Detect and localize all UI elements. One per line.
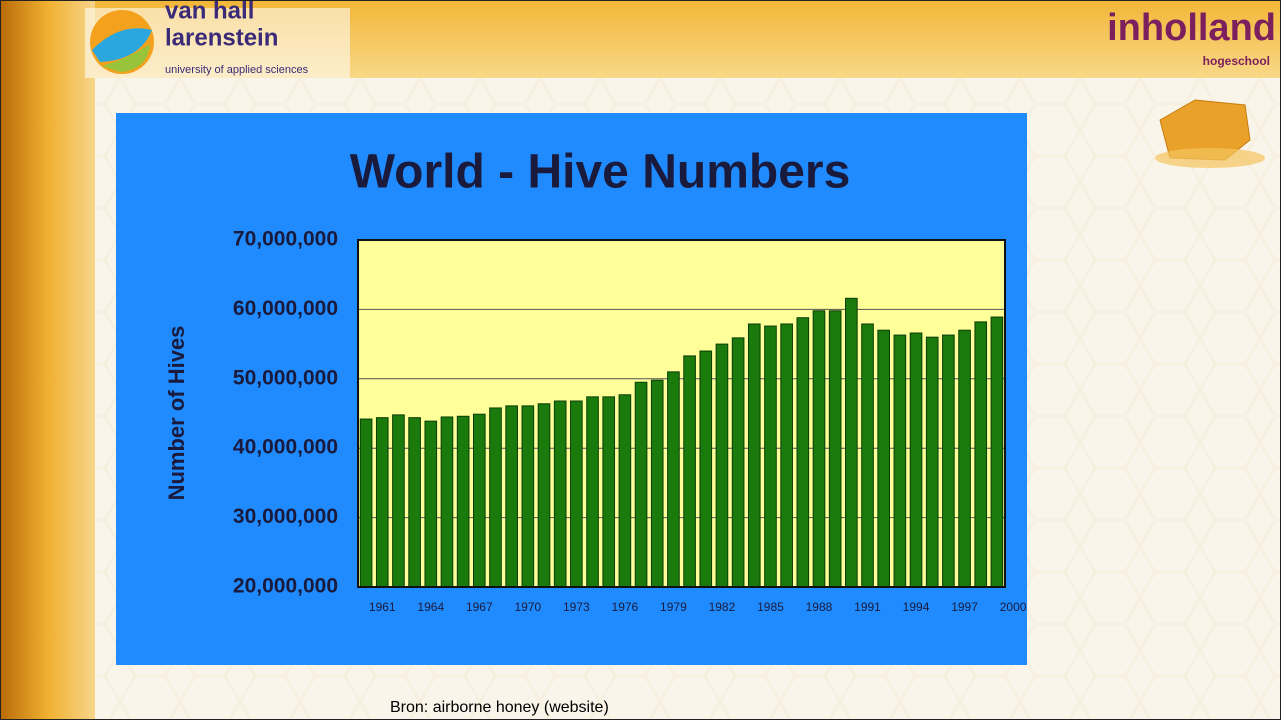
y-tick-label: 40,000,000 xyxy=(233,436,338,459)
bar xyxy=(683,355,696,588)
logo-tagline: university of applied sciences xyxy=(165,64,309,76)
bar xyxy=(359,418,373,588)
bar xyxy=(489,407,502,588)
x-tick-label: 1970 xyxy=(514,600,541,614)
x-tick-label: 1973 xyxy=(563,600,590,614)
bar xyxy=(408,417,421,588)
logo-swoosh xyxy=(92,28,152,62)
bar xyxy=(537,403,551,588)
bar xyxy=(553,400,567,588)
bar xyxy=(602,396,616,588)
bar xyxy=(586,396,599,588)
x-tick-label: 1961 xyxy=(369,600,396,614)
logo-swoosh xyxy=(102,44,150,72)
bar xyxy=(715,343,729,588)
bar xyxy=(472,413,486,588)
y-axis-label: Number of Hives xyxy=(164,326,189,501)
bar xyxy=(667,371,680,588)
logo-subtext: hogeschool xyxy=(1203,54,1270,68)
bar xyxy=(456,415,470,588)
bar xyxy=(828,310,842,588)
y-tick-label: 50,000,000 xyxy=(233,366,338,389)
x-tick-label: 1982 xyxy=(709,600,736,614)
x-tick-label: 1964 xyxy=(417,600,444,614)
logo-text: inholland xyxy=(1107,7,1276,49)
y-tick-label: 20,000,000 xyxy=(233,575,338,598)
x-tick-label: 1991 xyxy=(854,600,881,614)
y-tick-label: 60,000,000 xyxy=(233,297,338,320)
bar xyxy=(392,414,405,588)
x-tick-label: 1979 xyxy=(660,600,687,614)
bar xyxy=(440,416,454,588)
bar xyxy=(424,420,438,588)
y-tick-label: 30,000,000 xyxy=(233,505,338,528)
source-note: Bron: airborne honey (website) xyxy=(390,699,609,716)
honey-drip xyxy=(1155,148,1265,168)
bar xyxy=(925,336,939,588)
bar xyxy=(521,405,535,588)
bar xyxy=(634,381,648,588)
logo-text: van hall xyxy=(165,0,254,24)
bar xyxy=(780,323,793,588)
bar xyxy=(618,394,632,588)
bar xyxy=(974,321,988,588)
bar xyxy=(650,379,664,588)
bar xyxy=(505,405,518,588)
bar xyxy=(570,400,583,588)
x-tick-label: 1994 xyxy=(903,600,930,614)
chart-title: World - Hive Numbers xyxy=(350,146,851,199)
x-tick-label: 2000 xyxy=(1000,600,1027,614)
logo-text: larenstein xyxy=(165,24,278,51)
plot-area xyxy=(358,240,1005,587)
bar xyxy=(812,310,826,588)
bar xyxy=(990,316,1004,588)
x-tick-label: 1997 xyxy=(951,600,978,614)
bar xyxy=(958,329,971,588)
bar xyxy=(747,323,761,588)
x-tick-label: 1988 xyxy=(806,600,833,614)
bar xyxy=(845,297,858,588)
left-honey-strip xyxy=(0,0,95,720)
bar xyxy=(877,329,891,588)
bar xyxy=(731,337,745,588)
x-tick-label: 1967 xyxy=(466,600,493,614)
bar xyxy=(861,323,874,588)
bar xyxy=(375,417,389,588)
bar xyxy=(893,334,907,588)
bar xyxy=(796,317,810,588)
x-tick-label: 1985 xyxy=(757,600,784,614)
bar xyxy=(909,332,923,588)
y-tick-label: 70,000,000 xyxy=(233,228,338,251)
bar xyxy=(764,325,777,588)
x-tick-label: 1976 xyxy=(612,600,639,614)
chart: World - Hive Numbers Number of Hives 20,… xyxy=(164,146,1027,615)
bar xyxy=(942,334,955,588)
bar xyxy=(699,350,713,588)
plot-frame xyxy=(357,239,1006,588)
